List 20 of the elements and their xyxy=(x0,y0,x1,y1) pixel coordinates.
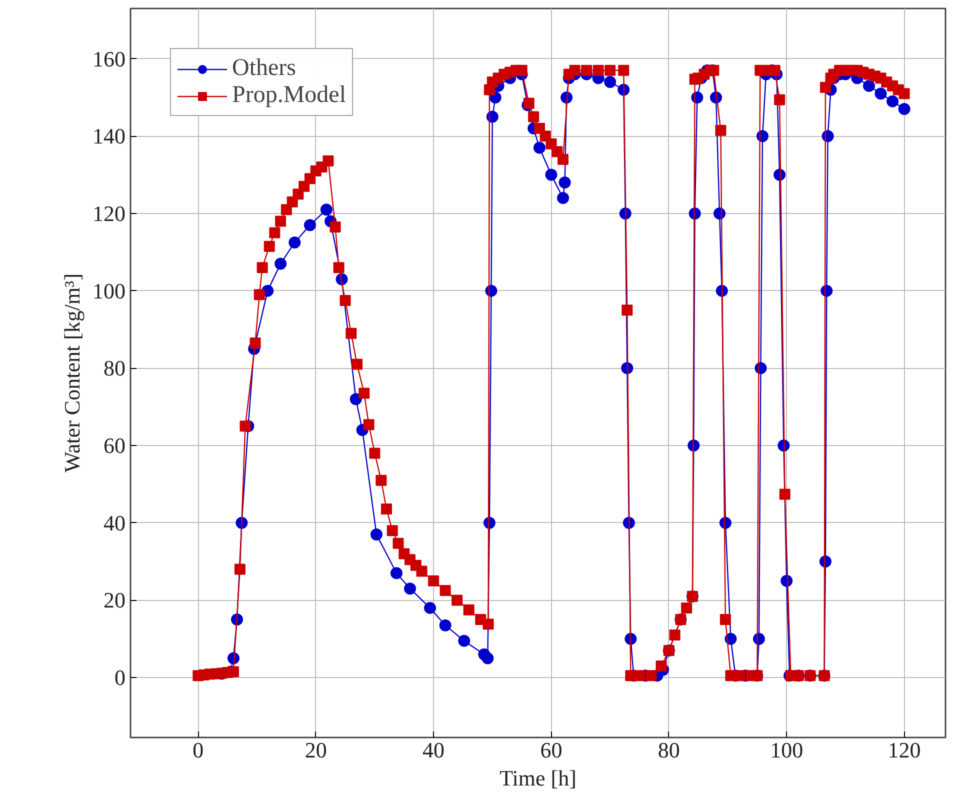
y-tick-label: 100 xyxy=(92,278,126,304)
x-axis-title: Time [h] xyxy=(500,766,576,790)
y-tick-label: 120 xyxy=(92,200,126,226)
y-tick-label: 80 xyxy=(104,356,126,381)
x-tick-label: 60 xyxy=(540,738,562,762)
x-tick-label: 100 xyxy=(770,738,804,762)
x-tick-label: 80 xyxy=(658,738,680,762)
y-tick-label: 160 xyxy=(92,46,126,72)
x-tick-label: 20 xyxy=(304,738,327,762)
x-tick-label: 120 xyxy=(888,738,921,762)
y-tick-label: 0 xyxy=(114,665,126,690)
x-tick-label: 40 xyxy=(422,738,445,762)
y-tick-label: 20 xyxy=(104,588,126,613)
legend-label: Others xyxy=(232,55,296,82)
y-tick-label: 40 xyxy=(104,510,126,536)
x-tick-label: 0 xyxy=(192,738,204,762)
y-axis-title: Water Content [kg/m³] xyxy=(60,273,84,473)
legend-label: Prop.Model xyxy=(232,82,346,109)
y-tick-label: 60 xyxy=(104,433,126,458)
y-tick-label: 140 xyxy=(92,124,126,149)
